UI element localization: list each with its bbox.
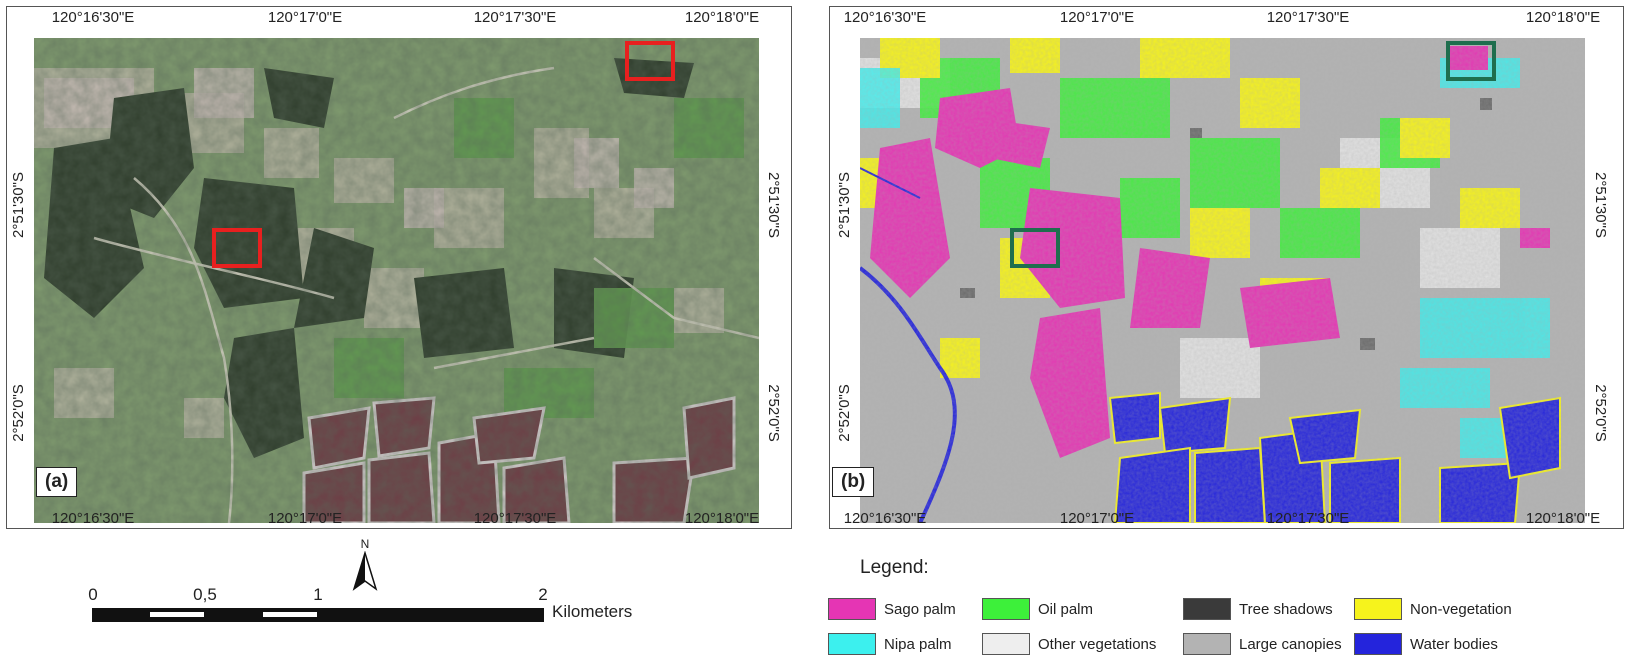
north-arrow-icon: [352, 551, 378, 591]
panel-b-label: (b): [832, 467, 875, 497]
legend-label: Oil palm: [1038, 601, 1094, 618]
panel-a-frame: [6, 6, 792, 529]
legend-label: Water bodies: [1410, 636, 1498, 653]
highlight-box-top: [1446, 41, 1496, 81]
legend-title: Legend:: [860, 557, 929, 578]
lon-label-a-bottom-1: 120°16'30"E: [51, 510, 135, 527]
legend-label: Non-vegetation: [1410, 601, 1512, 618]
lat-label-a-right-2: 2°52'0"S: [765, 384, 782, 442]
legend-label: Large canopies: [1239, 636, 1342, 653]
legend-swatch: [828, 633, 876, 655]
legend-label: Nipa palm: [884, 636, 952, 653]
lon-label-b-top-2: 120°17'0"E: [1059, 9, 1135, 26]
panel-a-label: (a): [36, 467, 78, 497]
lon-label-b-top-3: 120°17'30"E: [1266, 9, 1350, 26]
lon-label-b-bottom-1: 120°16'30"E: [843, 510, 927, 527]
lon-label-b-bottom-3: 120°17'30"E: [1266, 510, 1350, 527]
lat-label-b-right-2: 2°52'0"S: [1592, 384, 1609, 442]
scale-unit: Kilometers: [552, 602, 633, 621]
scale-tick-half: 0,5: [193, 585, 217, 604]
highlight-box-top: [625, 41, 675, 81]
lon-label-a-bottom-4: 120°18'0"E: [684, 510, 760, 527]
legend-swatch: [1354, 633, 1402, 655]
scale-tick-2: 2: [538, 585, 548, 604]
highlight-box-center: [212, 228, 262, 268]
lon-label-a-top-3: 120°17'30"E: [473, 9, 557, 26]
classified-image: [860, 38, 1585, 523]
lon-label-b-top-1: 120°16'30"E: [843, 9, 927, 26]
legend-swatch: [982, 598, 1030, 620]
north-arrow-label: N: [360, 537, 370, 551]
scale-tick-1: 1: [313, 585, 323, 604]
lon-label-a-top-4: 120°18'0"E: [684, 9, 760, 26]
lon-label-a-top-1: 120°16'30"E: [51, 9, 135, 26]
north-arrow: N: [352, 537, 378, 595]
highlight-box-center: [1010, 228, 1060, 268]
legend-swatch: [1183, 633, 1231, 655]
lon-label-a-top-2: 120°17'0"E: [267, 9, 343, 26]
lon-label-a-bottom-3: 120°17'30"E: [473, 510, 557, 527]
lon-label-a-bottom-2: 120°17'0"E: [267, 510, 343, 527]
scale-tick-0: 0: [88, 585, 98, 604]
lat-label-b-left-2: 2°52'0"S: [836, 384, 853, 442]
lat-label-a-left-2: 2°52'0"S: [10, 384, 27, 442]
legend-label: Other vegetations: [1038, 636, 1157, 653]
classification-map[interactable]: [860, 38, 1585, 523]
satellite-image-map[interactable]: [34, 38, 759, 523]
legend-label: Tree shadows: [1239, 601, 1333, 618]
lat-label-b-left-1: 2°51'30"S: [836, 172, 853, 238]
legend-swatch: [1354, 598, 1402, 620]
lat-label-a-left-1: 2°51'30"S: [10, 172, 27, 238]
legend-swatch: [1183, 598, 1231, 620]
legend-swatch: [982, 633, 1030, 655]
legend-label: Sago palm: [884, 601, 956, 618]
lon-label-b-bottom-4: 120°18'0"E: [1525, 510, 1601, 527]
lon-label-b-bottom-2: 120°17'0"E: [1059, 510, 1135, 527]
lat-label-a-right-1: 2°51'30"S: [765, 172, 782, 238]
satellite-image: [34, 38, 759, 523]
panel-b-frame: [829, 6, 1624, 529]
lon-label-b-top-4: 120°18'0"E: [1525, 9, 1601, 26]
lat-label-b-right-1: 2°51'30"S: [1592, 172, 1609, 238]
legend-swatch: [828, 598, 876, 620]
